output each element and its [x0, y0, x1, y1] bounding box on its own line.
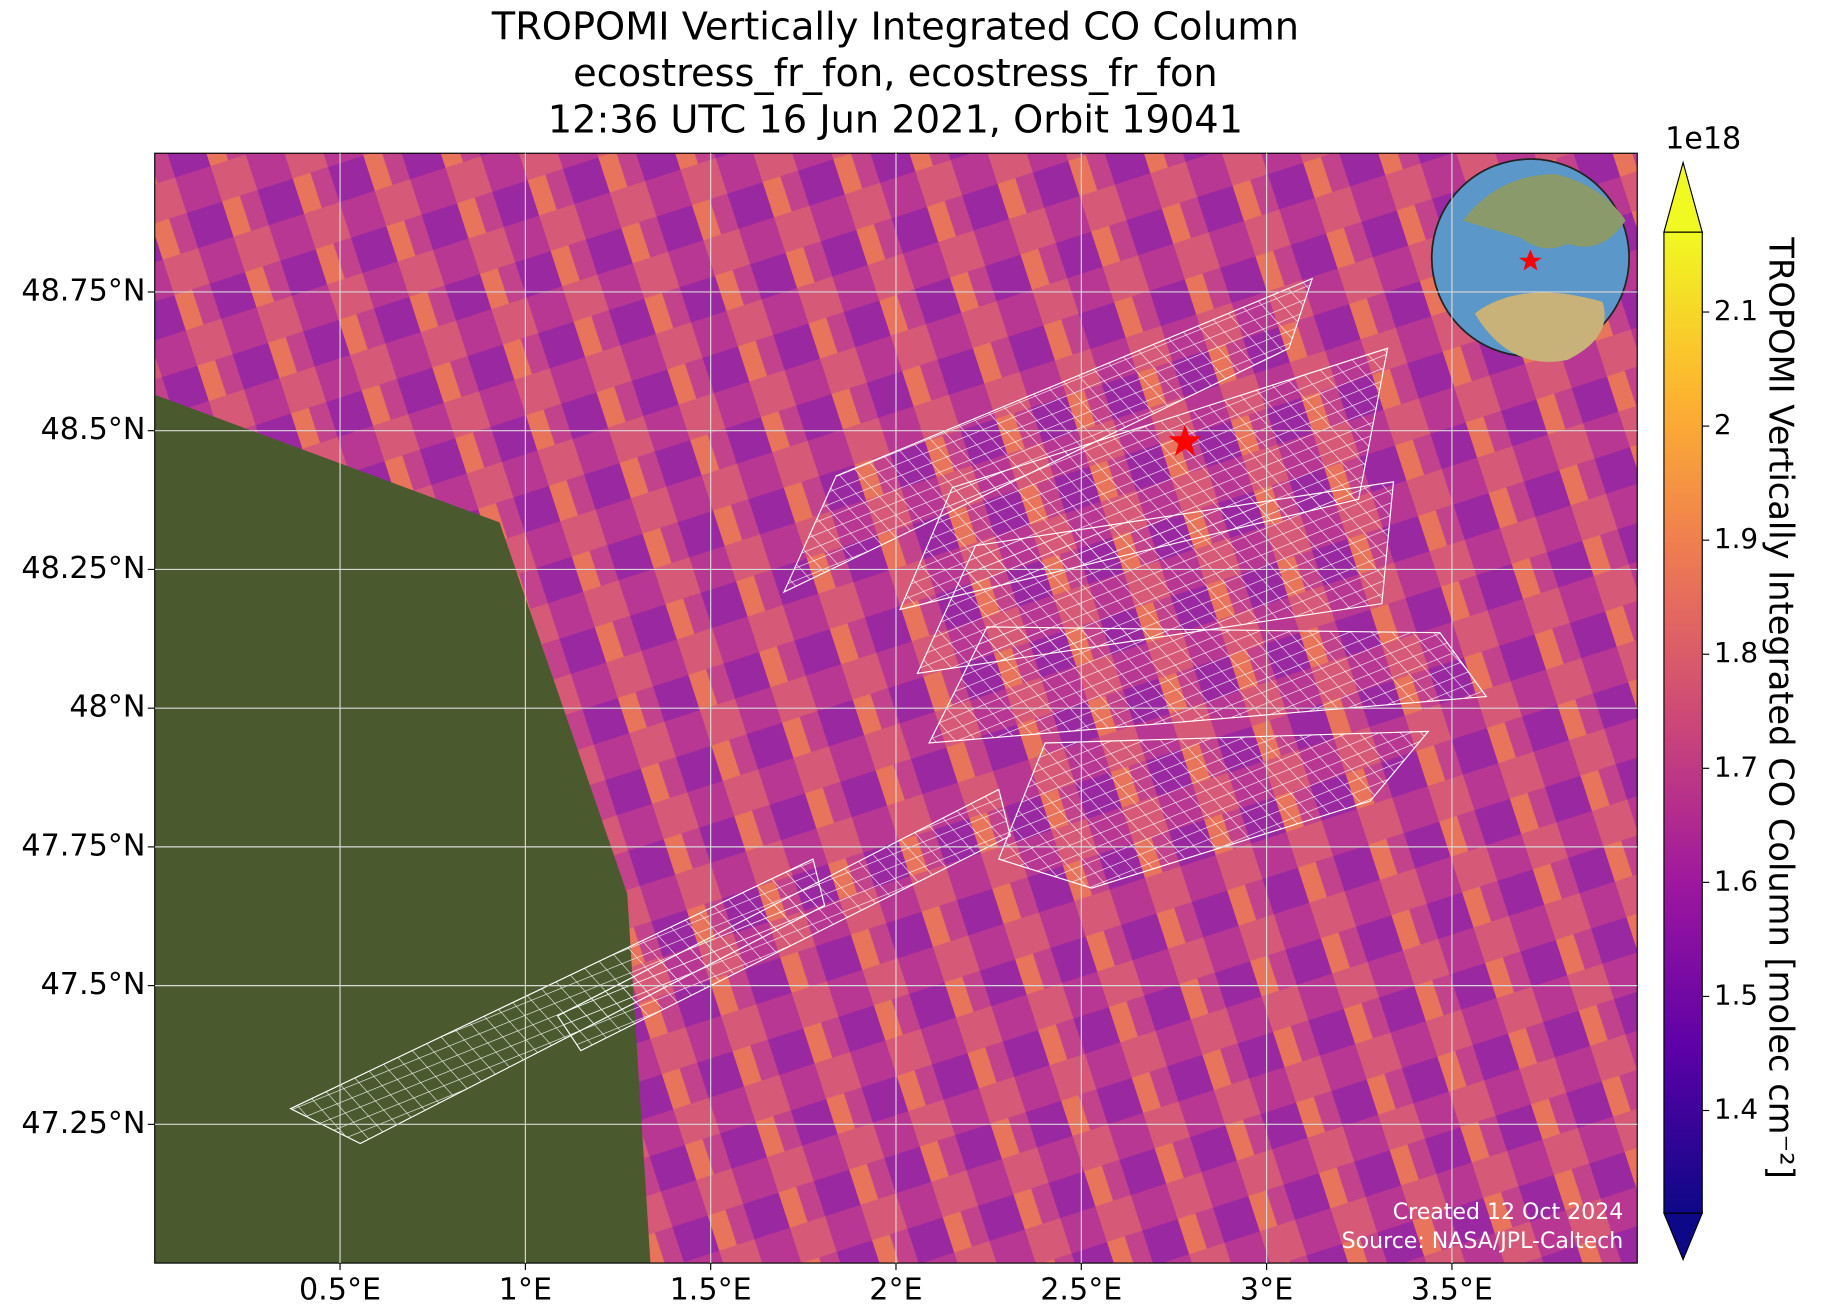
y-tick-label: 48°N: [69, 690, 145, 725]
inset-globe: [1430, 158, 1630, 362]
ecostress-footprints: [289, 277, 1488, 1145]
y-tick-label: 48.5°N: [41, 412, 146, 447]
colorbar-extend-bottom: [1663, 1212, 1704, 1262]
x-tick-label: 2.5°E: [1040, 1272, 1122, 1307]
x-tick-label: 1.5°E: [670, 1272, 752, 1307]
title-line: TROPOMI Vertically Integrated CO Column: [491, 4, 1299, 49]
colorbar-tick-label: 1.7: [1714, 750, 1758, 783]
x-tick-label: 2°E: [869, 1272, 922, 1307]
grid: [154, 153, 1638, 1264]
x-tick-label: 1°E: [499, 1272, 552, 1307]
colorbar: [1663, 231, 1703, 1214]
colorbar-tick-label: 1.6: [1714, 864, 1758, 897]
y-tick-label: 47.75°N: [21, 828, 145, 863]
colorbar-tick-label: 2.1: [1714, 294, 1758, 327]
colorbar-tick-label: 1.4: [1714, 1093, 1758, 1126]
colorbar-extend-top: [1663, 160, 1704, 233]
title-line: ecostress_fr_fon, ecostress_fr_fon: [573, 51, 1218, 96]
x-tick-label: 0.5°E: [299, 1272, 381, 1307]
colorbar-tick-label: 1.5: [1714, 978, 1758, 1011]
y-tick-label: 48.75°N: [21, 273, 145, 308]
y-tick-label: 47.5°N: [41, 967, 146, 1002]
annotation: Source: NASA/JPL-Caltech: [1342, 1229, 1624, 1254]
site-marker: [1168, 424, 1202, 456]
title-line: 12:36 UTC 16 Jun 2021, Orbit 19041: [548, 97, 1243, 142]
colorbar-offset: 1e18: [1665, 122, 1741, 157]
y-tick-label: 48.25°N: [21, 551, 145, 586]
y-tick-label: 47.25°N: [21, 1106, 145, 1141]
colorbar-tick-label: 2: [1714, 408, 1732, 441]
colorbar-tick-label: 1.8: [1714, 636, 1758, 669]
annotation: Created 12 Oct 2024: [1393, 1200, 1624, 1225]
colorbar-label: TROPOMI Vertically Integrated CO Column …: [1761, 236, 1800, 1179]
colorbar-tick-label: 1.9: [1714, 522, 1758, 555]
x-tick-label: 3°E: [1240, 1272, 1293, 1307]
x-tick-label: 3.5°E: [1411, 1272, 1493, 1307]
